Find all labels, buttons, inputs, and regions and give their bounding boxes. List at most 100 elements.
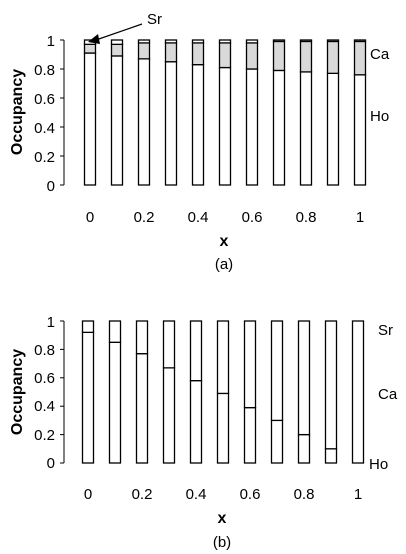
bar-segment-sr — [324, 320, 338, 450]
annotation-arrow-line — [95, 23, 143, 41]
panel-a-label: (a) — [215, 256, 233, 273]
panel-a-bars — [60, 39, 367, 186]
panel-a-x-tick: 1 — [356, 209, 364, 226]
panel-a-y-tick: 0.6 — [34, 91, 55, 108]
bar-segment-ca — [110, 43, 124, 57]
bar-segment-ca — [189, 379, 203, 464]
bar-segment-sr — [218, 39, 232, 44]
bar-segment-ho — [272, 69, 286, 186]
bar-segment-sr — [326, 39, 340, 43]
panel-b-bars — [60, 320, 365, 464]
bar-segment-ca — [353, 40, 367, 76]
bar-segment-ca — [243, 406, 257, 464]
bar-segment-ho — [83, 52, 97, 186]
bar-segment-sr — [216, 320, 230, 395]
bar-segment-ho — [137, 58, 151, 186]
panel-a-x-tick: 0.6 — [242, 209, 263, 226]
panel-b-y-tick: 0.6 — [34, 370, 55, 387]
panel-a-y-tick: 0.4 — [34, 120, 55, 137]
bar-segment-sr — [299, 39, 313, 43]
bar-segment-sr — [297, 320, 311, 436]
panel-b-label: (b) — [213, 534, 231, 551]
panel-b-x-tick: 1 — [354, 486, 362, 503]
panel-a-y-tick: 0.2 — [34, 149, 55, 166]
panel-b-y-ticks: 1 0.8 0.6 0.4 0.2 0 — [34, 314, 55, 472]
annotation-arrow-head — [88, 34, 100, 44]
panel-b-x-tick: 0.2 — [132, 486, 153, 503]
bar-segment-ho — [218, 66, 232, 186]
bar-segment-ho — [191, 64, 205, 186]
bar-segment-sr — [137, 39, 151, 44]
panel-a-y-tick: 0 — [47, 178, 55, 195]
panel-b-y-tick: 0.2 — [34, 427, 55, 444]
bar-segment-ho — [299, 71, 313, 186]
panel-b-y-tick: 0 — [47, 455, 55, 472]
bar-segment-sr — [351, 320, 365, 464]
panel-b-series-label-sr: Sr — [378, 322, 393, 339]
bar-segment-sr — [135, 320, 149, 355]
bar-segment-ca — [135, 353, 149, 464]
panel-b-y-tick: 0.8 — [34, 342, 55, 359]
bar-segment-ca — [218, 42, 232, 69]
bar-segment-sr — [164, 39, 178, 44]
bar-segment-ho — [110, 55, 124, 186]
bar-segment-ca — [324, 448, 338, 464]
panel-a-y-axis-title: Occupancy — [9, 69, 26, 155]
bar-segment-sr — [245, 39, 259, 44]
panel-a-y-tick: 1 — [47, 33, 55, 50]
panel-a-series-label-ca: Ca — [370, 46, 390, 63]
bar-segment-sr — [81, 320, 95, 334]
bar-segment-sr — [191, 39, 205, 44]
panel-b-y-tick: 1 — [47, 314, 55, 331]
bar-segment-ca — [162, 367, 176, 464]
bar-segment-ca — [326, 40, 340, 75]
panel-a-x-tick: 0.4 — [188, 209, 209, 226]
panel-a-x-ticks: 0 0.2 0.4 0.6 0.8 1 — [86, 209, 364, 226]
bar-segment-ca — [81, 331, 95, 464]
bar-segment-ca — [108, 341, 122, 464]
bar-segment-sr — [108, 320, 122, 343]
bar-segment-ho — [245, 68, 259, 186]
panel-a-x-tick: 0 — [86, 209, 94, 226]
bar-segment-ca — [299, 40, 313, 73]
bar-segment-ca — [137, 42, 151, 60]
panel-b-x-tick: 0.8 — [294, 486, 315, 503]
bar-segment-ca — [191, 42, 205, 66]
panel-a-x-axis-title: x — [220, 233, 229, 250]
panel-b-series-label-ho: Ho — [369, 456, 388, 473]
panel-a: 1 0.8 0.6 0.4 0.2 0 Occupancy 0 0.2 0.4 … — [9, 11, 390, 273]
panel-b-x-tick: 0.4 — [186, 486, 207, 503]
panel-a-y-tick: 0.8 — [34, 62, 55, 79]
panel-a-annotation: Sr — [88, 11, 162, 44]
bar-segment-ca — [83, 43, 97, 54]
bar-segment-ho — [326, 72, 340, 186]
bar-segment-ca — [245, 42, 259, 70]
bar-segment-sr — [353, 39, 367, 43]
panel-a-y-ticks: 1 0.8 0.6 0.4 0.2 0 — [34, 33, 55, 195]
panel-b-x-ticks: 0 0.2 0.4 0.6 0.8 1 — [84, 486, 362, 503]
panel-b-x-axis-title: x — [218, 510, 227, 527]
panel-b-x-tick: 0.6 — [240, 486, 261, 503]
bar-segment-ca — [270, 419, 284, 464]
panel-b-y-tick: 0.4 — [34, 398, 55, 415]
panel-b-x-tick: 0 — [84, 486, 92, 503]
bar-segment-sr — [189, 320, 203, 382]
bar-segment-sr — [243, 320, 257, 409]
panel-b-series-label-ca: Ca — [378, 386, 398, 403]
panel-b: 1 0.8 0.6 0.4 0.2 0 Occupancy 0 0.2 0.4 … — [9, 314, 398, 551]
bar-segment-ho — [353, 74, 367, 186]
bar-segment-sr — [110, 39, 124, 45]
bar-segment-sr — [270, 320, 284, 422]
panel-a-x-tick: 0.2 — [134, 209, 155, 226]
panel-a-x-tick: 0.8 — [296, 209, 317, 226]
panel-b-y-axis-title: Occupancy — [9, 349, 26, 435]
panel-a-series-label-ho: Ho — [370, 108, 389, 125]
panel-a-annotation-label: Sr — [147, 11, 162, 28]
bar-segment-ho — [164, 61, 178, 186]
bar-segment-ca — [216, 392, 230, 464]
bar-segment-ca — [272, 40, 286, 72]
bar-segment-sr — [272, 39, 286, 43]
bar-segment-sr — [162, 320, 176, 369]
bar-segment-ca — [297, 433, 311, 464]
